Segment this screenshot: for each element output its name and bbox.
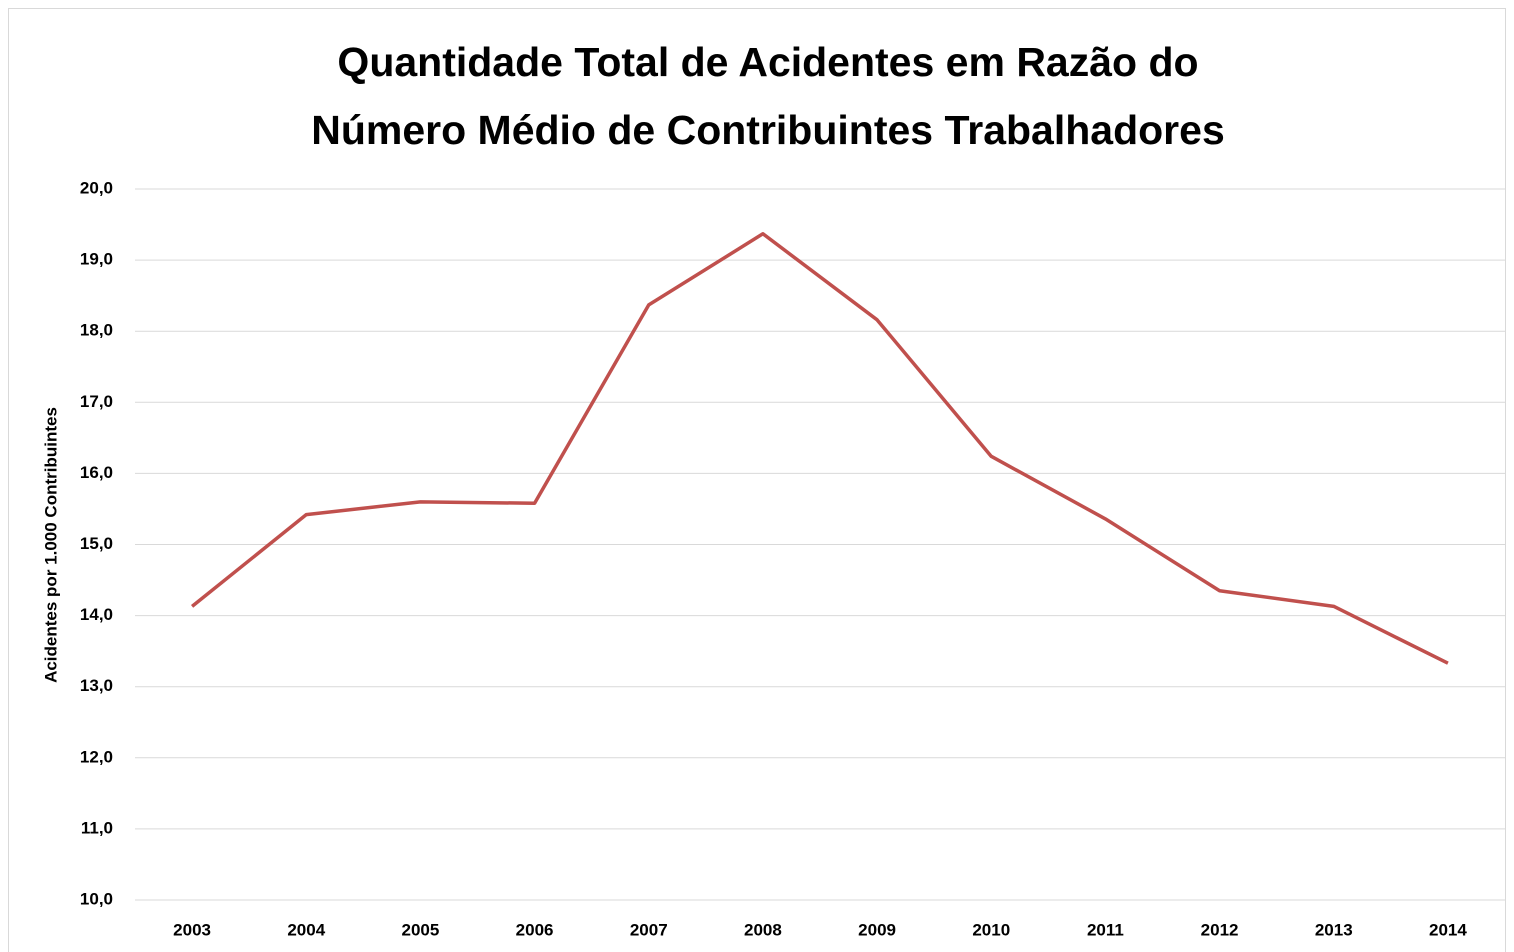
x-tick-label: 2008	[744, 920, 782, 939]
chart-title: Quantidade Total de Acidentes em Razão d…	[337, 39, 1198, 85]
y-tick-label: 15,0	[80, 534, 113, 553]
y-tick-label: 11,0	[81, 818, 113, 837]
y-tick-label: 20,0	[80, 178, 113, 197]
y-tick-label: 16,0	[80, 463, 113, 482]
data-line	[190, 232, 1449, 665]
x-tick-label: 2004	[287, 920, 325, 939]
x-tick-label: 2005	[402, 920, 440, 939]
chart-border	[8, 8, 1506, 952]
y-tick-label: 13,0	[80, 676, 113, 695]
chart-title: Número Médio de Contribuintes Trabalhado…	[311, 107, 1225, 153]
x-tick-label: 2014	[1429, 920, 1467, 939]
x-tick-label: 2007	[630, 920, 668, 939]
y-tick-label: 14,0	[80, 605, 113, 624]
y-tick-label: 10,0	[80, 889, 113, 908]
y-tick-label: 12,0	[80, 747, 113, 766]
x-tick-label: 2003	[173, 920, 211, 939]
y-tick-label: 17,0	[80, 392, 113, 411]
x-tick-label: 2006	[516, 920, 554, 939]
y-tick-label: 18,0	[80, 321, 113, 340]
x-tick-label: 2009	[858, 920, 896, 939]
y-axis-label: Acidentes por 1.000 Contribuintes	[41, 407, 60, 683]
x-tick-label: 2011	[1087, 920, 1124, 939]
x-tick-label: 2010	[972, 920, 1010, 939]
x-tick-label: 2012	[1201, 920, 1239, 939]
x-tick-label: 2013	[1315, 920, 1353, 939]
y-tick-label: 19,0	[80, 250, 113, 269]
